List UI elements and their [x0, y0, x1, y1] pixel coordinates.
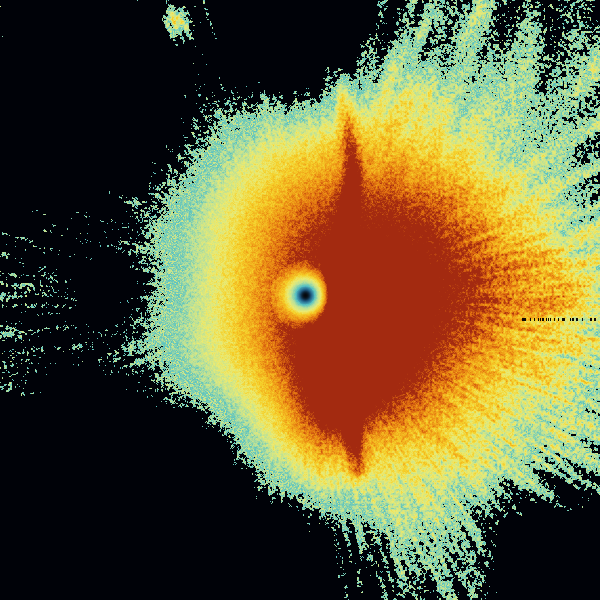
image-viewport: [0, 0, 600, 600]
false-color-intensity-map: [0, 0, 600, 600]
